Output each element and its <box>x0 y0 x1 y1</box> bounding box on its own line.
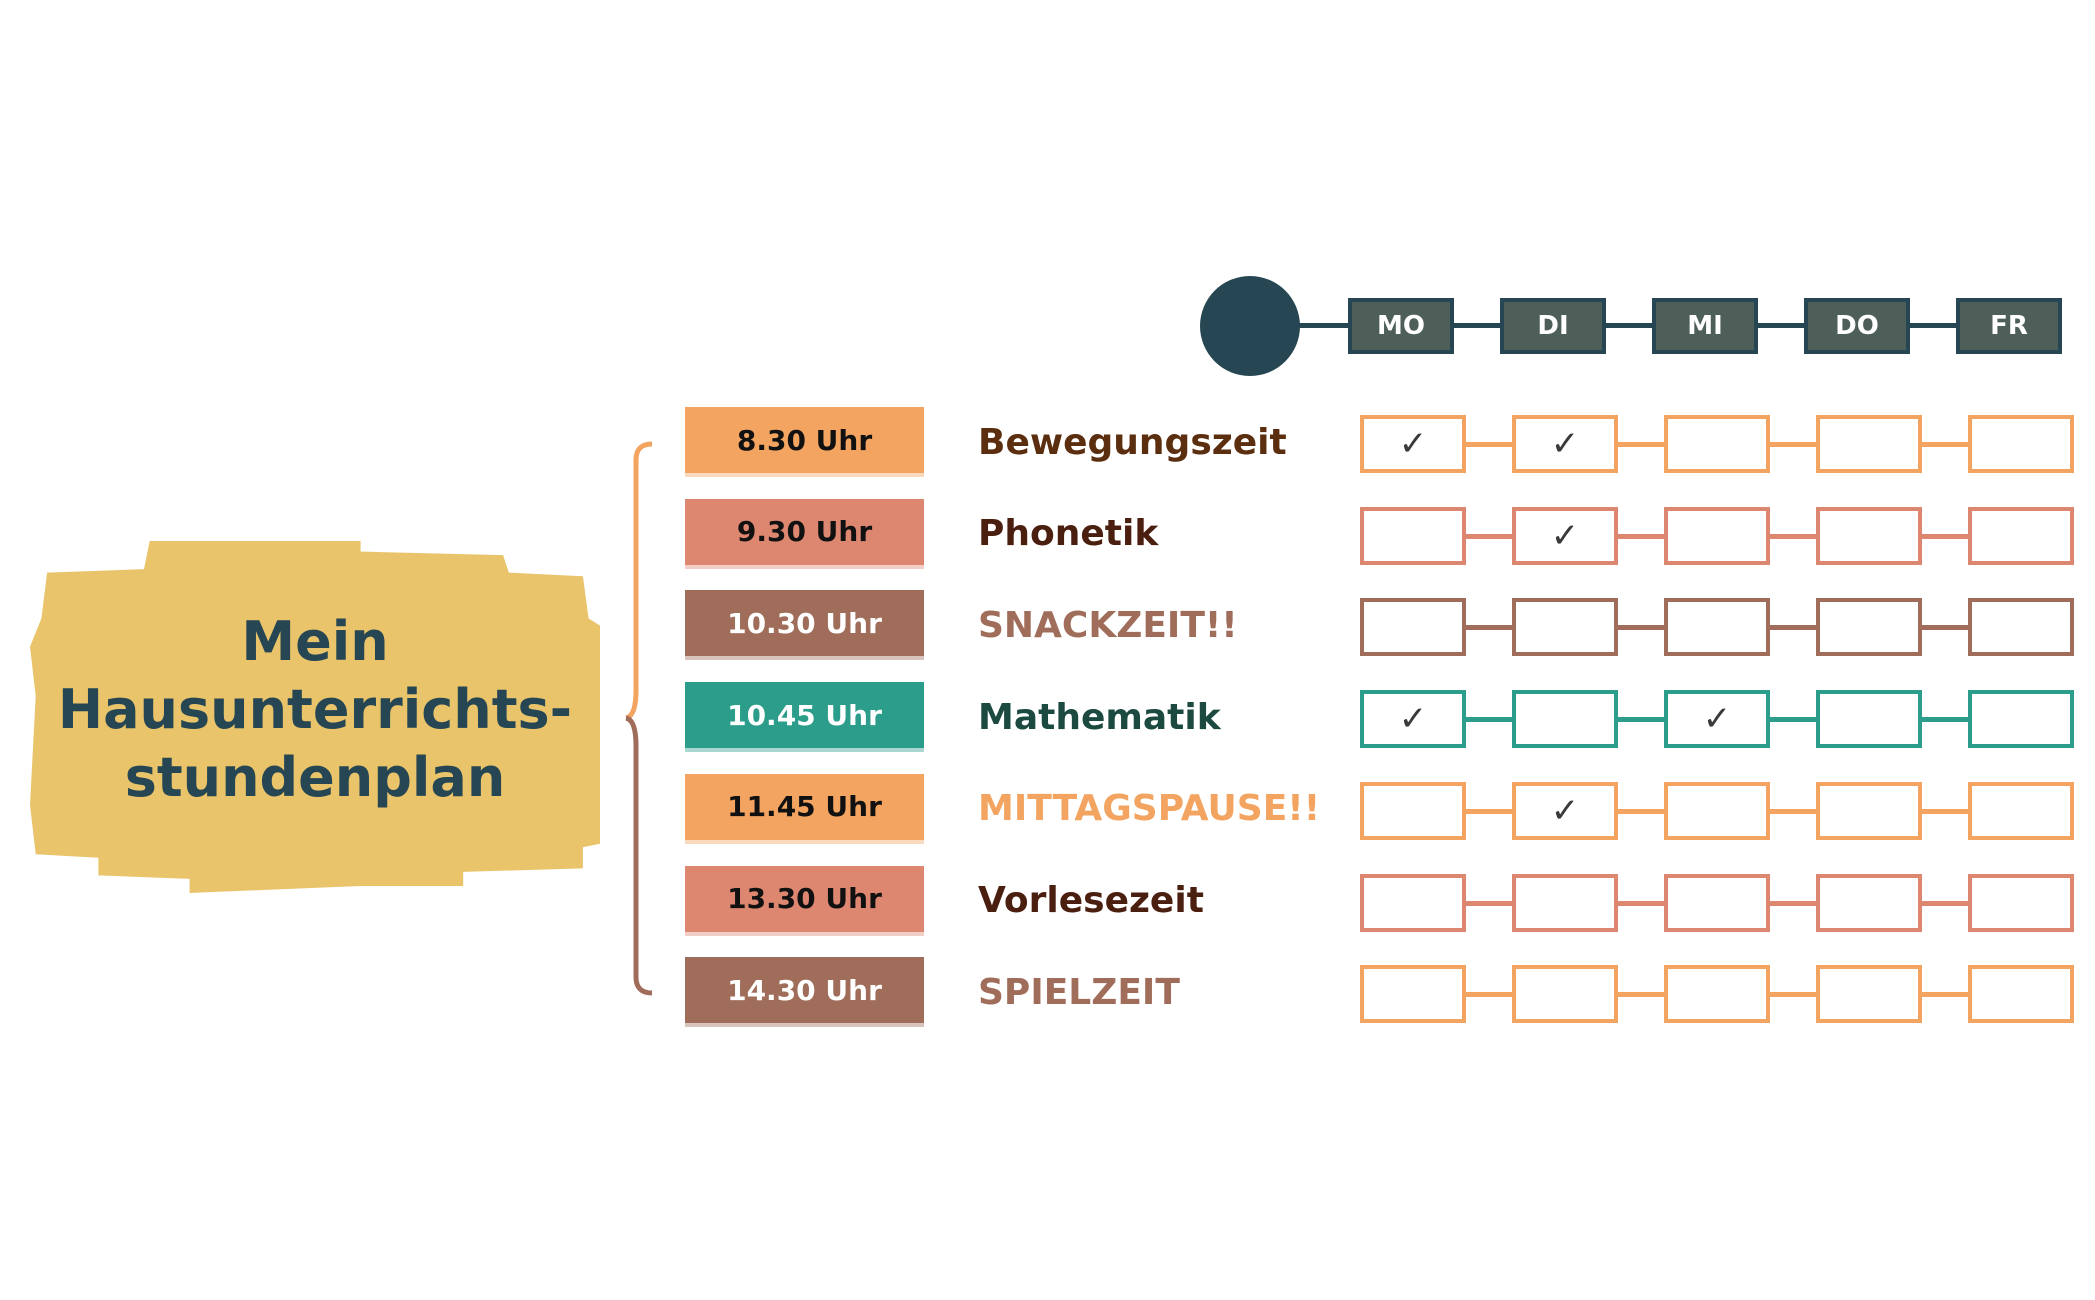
checkbox-mi[interactable] <box>1664 781 1770 840</box>
check-icon: ✓ <box>1550 424 1580 464</box>
checkbox-mi[interactable] <box>1664 873 1770 932</box>
checkbox-di[interactable] <box>1512 965 1618 1024</box>
checkbox-mi[interactable] <box>1664 965 1770 1024</box>
check-icon: ✓ <box>1398 424 1428 464</box>
checkbox-do[interactable] <box>1816 415 1922 473</box>
bracket <box>625 441 653 996</box>
checkbox-mo[interactable]: ✓ <box>1360 690 1466 749</box>
checkbox-di[interactable] <box>1512 873 1618 932</box>
checkbox-do[interactable] <box>1816 873 1922 932</box>
day-header-mo: MO <box>1348 298 1454 354</box>
checkbox-fr[interactable] <box>1968 873 2074 932</box>
page-title: Mein Hausunterrichts- stundenplan <box>30 608 600 812</box>
subject-label: Mathematik <box>978 696 1221 738</box>
checkbox-mo[interactable]: ✓ <box>1360 415 1466 473</box>
subject-label: Bewegungszeit <box>978 421 1287 463</box>
time-badge: 10.30 Uhr <box>685 590 924 661</box>
title-line-2: Hausunterrichts- <box>57 678 573 741</box>
checkbox-do[interactable] <box>1816 506 1922 565</box>
checkbox-di[interactable]: ✓ <box>1512 506 1618 565</box>
checkbox-fr[interactable] <box>1968 781 2074 840</box>
checkbox-mo[interactable] <box>1360 598 1466 657</box>
check-icon: ✓ <box>1702 699 1732 740</box>
time-badge: 9.30 Uhr <box>685 498 924 569</box>
checkbox-fr[interactable] <box>1968 690 2074 749</box>
checkbox-fr[interactable] <box>1968 965 2074 1024</box>
checkbox-mi[interactable] <box>1664 415 1770 473</box>
subject-label: SNACKZEIT!! <box>978 604 1238 646</box>
title-line-3: stundenplan <box>124 746 506 809</box>
subject-label: SPIELZEIT <box>978 971 1180 1013</box>
subject-label: MITTAGSPAUSE!! <box>978 788 1321 830</box>
checkbox-di[interactable] <box>1512 598 1618 657</box>
title-line-1: Mein <box>241 610 389 673</box>
header-circle <box>1200 276 1300 376</box>
day-header-do: DO <box>1804 298 1910 354</box>
checkbox-mo[interactable] <box>1360 781 1466 840</box>
check-icon: ✓ <box>1550 515 1580 556</box>
day-header-fr: FR <box>1956 298 2062 354</box>
checkbox-mi[interactable] <box>1664 506 1770 565</box>
checkbox-mo[interactable] <box>1360 506 1466 565</box>
checkbox-di[interactable] <box>1512 690 1618 749</box>
time-badge: 8.30 Uhr <box>685 407 924 477</box>
checkbox-di[interactable]: ✓ <box>1512 781 1618 840</box>
subject-label: Vorlesezeit <box>978 880 1204 921</box>
checkbox-do[interactable] <box>1816 781 1922 840</box>
time-badge: 13.30 Uhr <box>685 865 924 936</box>
checkbox-fr[interactable] <box>1968 415 2074 473</box>
subject-label: Phonetik <box>978 513 1159 555</box>
checkbox-do[interactable] <box>1816 690 1922 749</box>
day-header-di: DI <box>1500 298 1606 354</box>
checkbox-mo[interactable] <box>1360 965 1466 1024</box>
checkbox-mi[interactable] <box>1664 598 1770 657</box>
checkbox-di[interactable]: ✓ <box>1512 415 1618 473</box>
day-header-mi: MI <box>1652 298 1758 354</box>
checkbox-mo[interactable] <box>1360 873 1466 932</box>
checkbox-do[interactable] <box>1816 965 1922 1024</box>
checkbox-do[interactable] <box>1816 598 1922 657</box>
checkbox-fr[interactable] <box>1968 598 2074 657</box>
time-badge: 11.45 Uhr <box>685 773 924 844</box>
title-banner <box>30 541 600 893</box>
check-icon: ✓ <box>1550 790 1580 831</box>
checkbox-mi[interactable]: ✓ <box>1664 690 1770 749</box>
time-badge: 10.45 Uhr <box>685 682 924 753</box>
checkbox-fr[interactable] <box>1968 506 2074 565</box>
check-icon: ✓ <box>1398 699 1428 740</box>
time-badge: 14.30 Uhr <box>685 957 924 1028</box>
